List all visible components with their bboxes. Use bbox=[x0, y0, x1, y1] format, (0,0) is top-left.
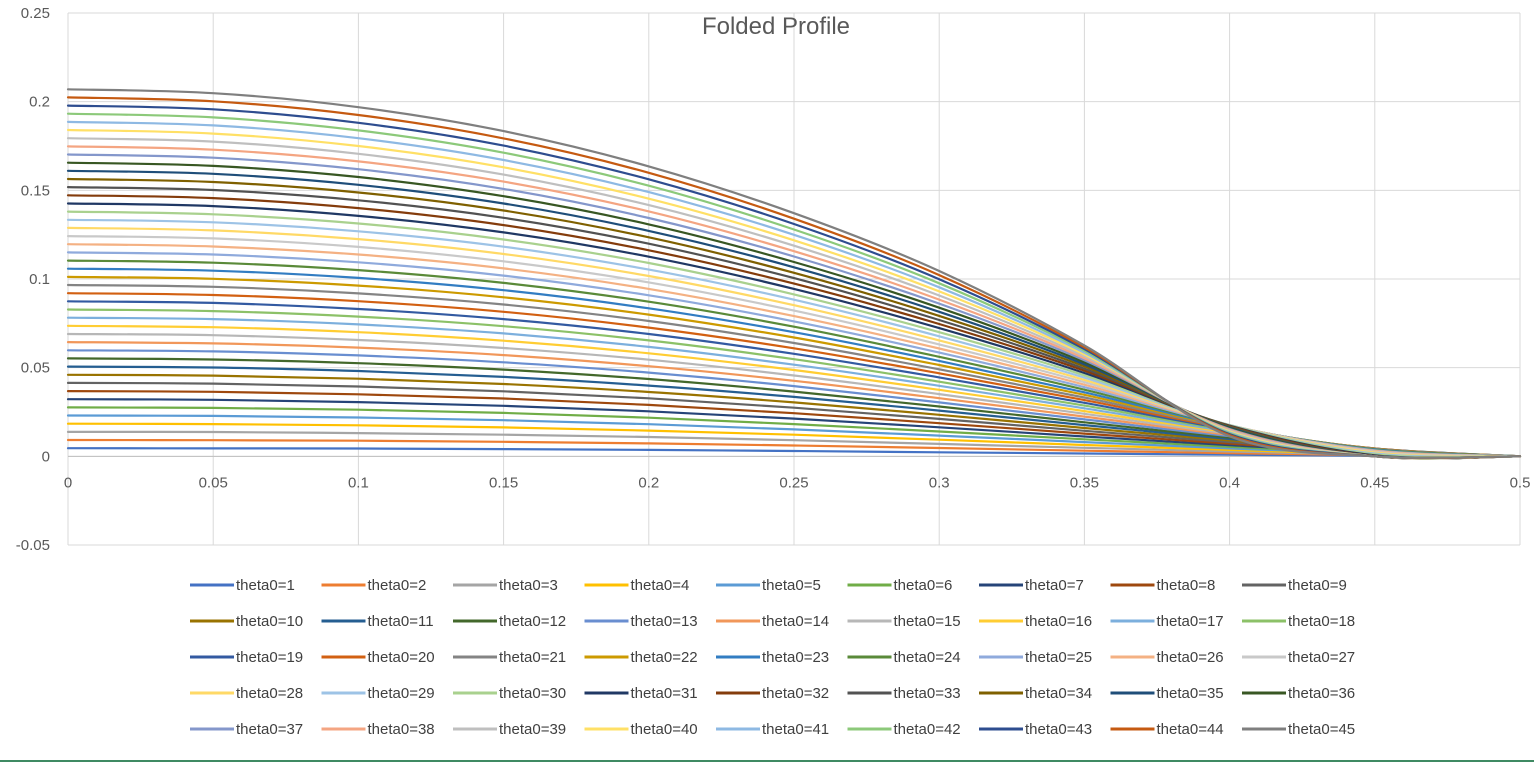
legend-label: theta0=6 bbox=[894, 577, 953, 594]
legend-label: theta0=10 bbox=[236, 613, 303, 630]
legend-label: theta0=28 bbox=[236, 685, 303, 702]
y-tick-label: 0.1 bbox=[29, 271, 50, 288]
x-tick-label: 0.3 bbox=[929, 474, 950, 491]
series-line bbox=[66, 430, 1522, 458]
legend-label: theta0=34 bbox=[1025, 685, 1092, 702]
legend-label: theta0=5 bbox=[762, 577, 821, 594]
legend-label: theta0=16 bbox=[1025, 613, 1092, 630]
legend-label: theta0=13 bbox=[631, 613, 698, 630]
legend-label: theta0=17 bbox=[1157, 613, 1224, 630]
legend-label: theta0=9 bbox=[1288, 577, 1347, 594]
legend-label: theta0=23 bbox=[762, 649, 829, 666]
x-tick-label: 0.25 bbox=[779, 474, 808, 491]
legend-label: theta0=33 bbox=[894, 685, 961, 702]
legend-label: theta0=43 bbox=[1025, 721, 1092, 738]
legend-label: theta0=41 bbox=[762, 721, 829, 738]
legend-label: theta0=35 bbox=[1157, 685, 1224, 702]
legend-label: theta0=15 bbox=[894, 613, 961, 630]
legend-label: theta0=7 bbox=[1025, 577, 1084, 594]
series-line bbox=[66, 414, 1522, 458]
y-tick-label: 0.2 bbox=[29, 94, 50, 111]
legend-label: theta0=18 bbox=[1288, 613, 1355, 630]
series-line bbox=[66, 88, 1522, 459]
legend-label: theta0=39 bbox=[499, 721, 566, 738]
x-tick-label: 0.1 bbox=[348, 474, 369, 491]
y-tick-label: -0.05 bbox=[16, 537, 50, 554]
legend-label: theta0=36 bbox=[1288, 685, 1355, 702]
legend: theta0=1 theta0=2 theta0=3 theta0=4 theta0=5… bbox=[190, 577, 1355, 738]
legend-label: theta0=14 bbox=[762, 613, 829, 630]
series-layer bbox=[66, 88, 1522, 460]
y-tick-label: 0.25 bbox=[21, 5, 50, 22]
legend-label: theta0=11 bbox=[368, 613, 434, 630]
legend-label: theta0=1 bbox=[236, 577, 295, 594]
legend-label: theta0=3 bbox=[499, 577, 558, 594]
x-tick-label: 0.05 bbox=[199, 474, 228, 491]
legend-label: theta0=31 bbox=[631, 685, 698, 702]
legend-label: theta0=26 bbox=[1157, 649, 1224, 666]
series-line bbox=[66, 438, 1522, 458]
legend-label: theta0=29 bbox=[368, 685, 435, 702]
legend-label: theta0=4 bbox=[631, 577, 690, 594]
legend-label: theta0=2 bbox=[368, 577, 427, 594]
legend-label: theta0=21 bbox=[499, 649, 566, 666]
legend-label: theta0=25 bbox=[1025, 649, 1092, 666]
x-tick-label: 0.35 bbox=[1070, 474, 1099, 491]
series-line bbox=[66, 447, 1522, 458]
x-tick-label: 0.2 bbox=[638, 474, 659, 491]
legend-label: theta0=30 bbox=[499, 685, 566, 702]
x-tick-label: 0.45 bbox=[1360, 474, 1389, 491]
x-tick-label: 0 bbox=[64, 474, 72, 491]
legend-label: theta0=19 bbox=[236, 649, 303, 666]
x-tick-label: 0.5 bbox=[1510, 474, 1531, 491]
y-tick-label: 0.05 bbox=[21, 360, 50, 377]
legend-label: theta0=12 bbox=[499, 613, 566, 630]
chart-title: Folded Profile bbox=[702, 13, 850, 40]
y-tick-label: 0.15 bbox=[21, 182, 50, 199]
legend-label: theta0=40 bbox=[631, 721, 698, 738]
legend-label: theta0=37 bbox=[236, 721, 303, 738]
sheet-divider bbox=[0, 760, 1534, 762]
x-tick-label: 0.4 bbox=[1219, 474, 1240, 491]
legend-label: theta0=38 bbox=[368, 721, 435, 738]
series-line bbox=[66, 422, 1522, 458]
legend-label: theta0=27 bbox=[1288, 649, 1355, 666]
legend-label: theta0=32 bbox=[762, 685, 829, 702]
legend-label: theta0=20 bbox=[368, 649, 435, 666]
legend-label: theta0=44 bbox=[1157, 721, 1224, 738]
axes: 0.25 0.2 0.15 0.1 0.05 0 -0.05 0 0.05 0.1 0.15 0.2 0… bbox=[16, 5, 1531, 554]
legend-label: theta0=45 bbox=[1288, 721, 1355, 738]
legend-label: theta0=24 bbox=[894, 649, 961, 666]
legend-label: theta0=42 bbox=[894, 721, 961, 738]
legend-label: theta0=8 bbox=[1157, 577, 1216, 594]
x-tick-label: 0.15 bbox=[489, 474, 518, 491]
legend-label: theta0=22 bbox=[631, 649, 698, 666]
y-tick-label: 0 bbox=[42, 448, 50, 465]
